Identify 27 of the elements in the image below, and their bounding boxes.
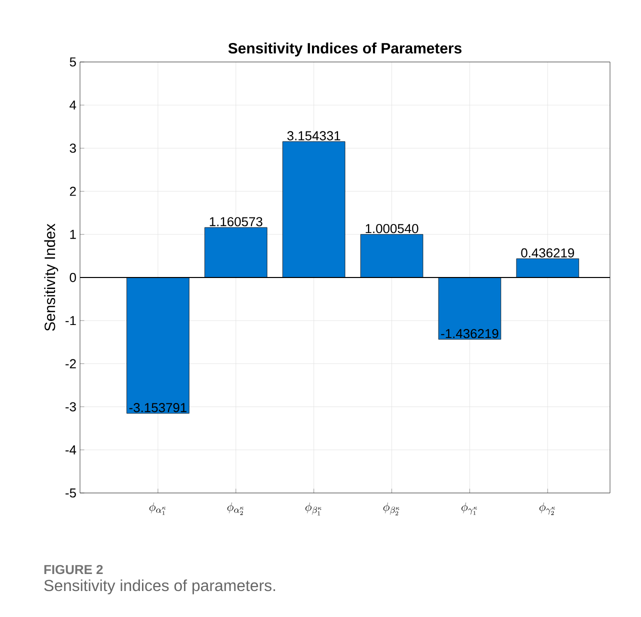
y-tick-label: -2	[66, 359, 76, 368]
y-tick-label: 2	[70, 186, 76, 196]
data-label: 3.154331	[287, 131, 340, 140]
y-tick-label: 0	[70, 272, 76, 282]
x-tick-label: $\phi_{\alpha_2^\kappa}$	[227, 502, 244, 515]
x-tick-label: $\phi_{\beta_2^\kappa}$	[383, 502, 400, 516]
y-tick-label: -3	[66, 402, 76, 412]
data-label: 1.160573	[210, 217, 262, 226]
x-tick-label: $\phi_{\alpha_1^\kappa}$	[149, 502, 166, 515]
y-tick-label: -1	[66, 316, 76, 326]
y-tick-label: -4	[66, 445, 76, 454]
y-axis-title: Sensitivity Index	[44, 224, 58, 331]
y-tick-label: 1	[70, 230, 76, 239]
x-tick-label: $\phi_{\gamma_1^\kappa}$	[462, 502, 478, 515]
data-label: 0.436219	[521, 248, 574, 258]
data-label: 1.000540	[366, 224, 418, 234]
y-tick-label: 5	[70, 57, 76, 66]
caption: FIGURE 2	[44, 564, 103, 574]
data-label: -3.153791	[129, 403, 186, 412]
text: Sensitivity indices of parameters.	[44, 579, 276, 594]
chart-title: Sensitivity Indices of Parameters	[228, 42, 462, 56]
data-label: -1.436219	[441, 329, 498, 338]
x-tick-label: $\phi_{\gamma_2^\kappa}$	[539, 502, 556, 515]
x-tick-label: $\phi_{\beta_1^\kappa}$	[305, 502, 322, 516]
y-tick-label: 4	[70, 100, 76, 110]
y-tick-label: -5	[66, 488, 76, 498]
y-tick-label: 3	[70, 144, 76, 153]
